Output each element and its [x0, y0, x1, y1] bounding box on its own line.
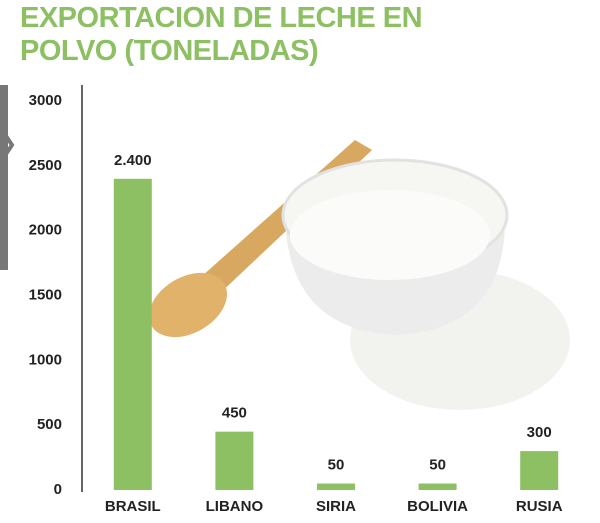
x-tick-label: SIRIA — [316, 498, 356, 515]
chart-title: EXPORTACION DE LECHE EN POLVO (TONELADAS… — [20, 2, 423, 67]
bar — [113, 178, 152, 491]
x-tick-label: RUSIA — [516, 498, 563, 515]
bar — [520, 451, 559, 490]
y-tick-label: 0 — [54, 481, 62, 498]
value-label: 450 — [222, 405, 247, 422]
y-tick-label: 2500 — [29, 157, 62, 174]
side-chevron — [0, 128, 15, 162]
bar — [418, 483, 457, 490]
y-tick-label: 500 — [37, 416, 62, 433]
y-tick-label: 3000 — [29, 92, 62, 109]
bar — [215, 431, 254, 490]
bar — [317, 483, 355, 490]
y-tick-label: 1500 — [29, 286, 62, 303]
x-tick-label: BOLIVIA — [407, 498, 468, 515]
y-tick-label: 2000 — [29, 222, 62, 239]
value-label: 50 — [328, 456, 345, 473]
x-tick-label: BRASIL — [105, 498, 161, 515]
value-label: 50 — [429, 456, 446, 473]
value-label: 300 — [527, 424, 552, 441]
milk-illustration — [149, 140, 570, 410]
x-tick-label: LIBANO — [206, 498, 264, 515]
side-bar — [0, 85, 8, 270]
y-tick-label: 1000 — [29, 351, 62, 368]
value-label: 2.400 — [114, 152, 152, 169]
